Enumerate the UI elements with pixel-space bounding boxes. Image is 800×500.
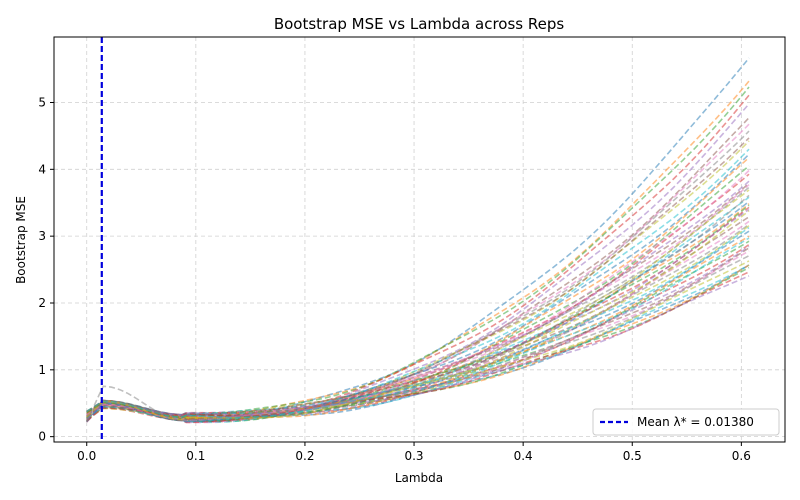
y-axis-label: Bootstrap MSE [14, 196, 28, 284]
y-tick-label: 5 [38, 95, 46, 109]
series-line [86, 169, 750, 422]
x-tick-label: 0.6 [732, 449, 751, 463]
legend-label: Mean λ* = 0.01380 [637, 415, 754, 429]
series-line [86, 245, 750, 422]
plot-frame [53, 36, 786, 443]
legend-box [592, 408, 780, 436]
series-line [86, 250, 750, 423]
axis-ticks: 0.0 0.1 0.2 0.3 0.4 0.5 0.6 0 1 2 3 4 5 [38, 95, 751, 463]
x-axis-label: Lambda [395, 471, 443, 485]
series-line [86, 275, 750, 421]
series-line [86, 243, 750, 424]
chart-title: Bootstrap MSE vs Lambda across Reps [274, 15, 565, 33]
series-line [86, 230, 750, 416]
x-tick-label: 0.4 [514, 449, 533, 463]
series-line [86, 210, 750, 421]
series-lines [85, 57, 750, 424]
series-line [86, 117, 750, 422]
series-line [86, 140, 750, 418]
series-line [86, 137, 750, 420]
x-tick-label: 0.0 [77, 449, 96, 463]
legend: Mean λ* = 0.01380 [592, 408, 780, 436]
x-tick-label: 0.2 [295, 449, 314, 463]
y-tick-label: 2 [38, 296, 46, 310]
series-line [86, 254, 750, 417]
x-tick-label: 0.3 [404, 449, 423, 463]
y-tick-label: 3 [38, 229, 46, 243]
y-tick-label: 0 [38, 430, 46, 444]
x-tick-label: 0.5 [623, 449, 642, 463]
series-line [85, 194, 750, 423]
series-line [86, 186, 750, 421]
y-tick-label: 4 [38, 162, 46, 176]
x-tick-label: 0.1 [186, 449, 205, 463]
series-line [86, 237, 750, 419]
y-tick-label: 1 [38, 363, 46, 377]
series-line [86, 223, 750, 423]
series-line [86, 206, 750, 416]
